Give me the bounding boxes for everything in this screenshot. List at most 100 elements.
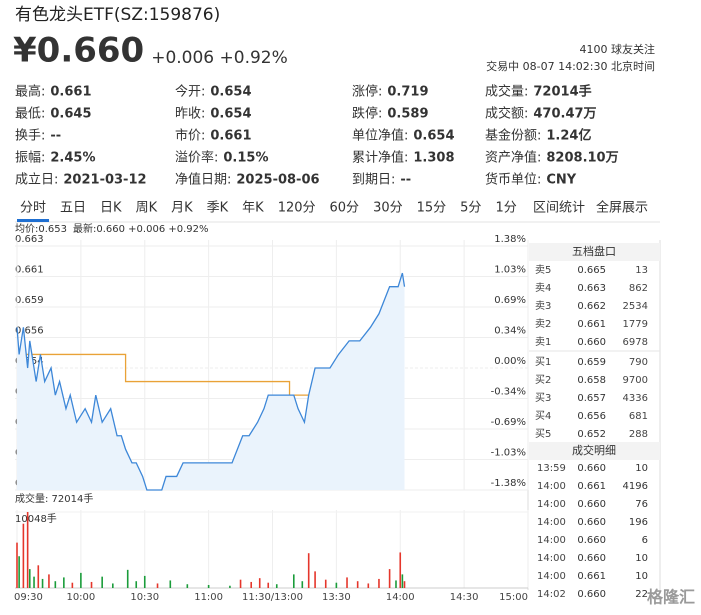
y2-tick-label: -0.69% [491, 417, 526, 428]
trade-price: 0.660 [577, 535, 606, 546]
price-area [17, 273, 405, 490]
volume-bar [395, 580, 397, 588]
volume-bar [71, 582, 74, 588]
volume-bar [33, 576, 35, 588]
volume-bar [143, 575, 146, 588]
y-tick-label: 0.656 [15, 326, 44, 337]
title: 有色龙头ETF(SZ:159876) [15, 5, 220, 25]
stat-value: 1.24亿 [546, 128, 591, 144]
volume-bar [399, 552, 402, 588]
tab-link[interactable]: 区间统计 [533, 201, 585, 216]
x-tick-label: 10:00 [66, 592, 95, 603]
volume-bar [301, 581, 304, 588]
tab[interactable]: 120分 [278, 201, 316, 216]
volume-bar [135, 581, 138, 588]
tab[interactable]: 60分 [330, 201, 360, 216]
tab[interactable]: 15分 [417, 201, 447, 216]
y2-tick-label: -0.34% [491, 387, 526, 398]
volume-bar [41, 578, 44, 588]
trades-title: 成交明细 [572, 443, 616, 457]
volume-bar [28, 569, 31, 588]
volume-bar [275, 584, 278, 588]
volume-bar [63, 577, 65, 588]
stat-label: 溢价率: [175, 150, 218, 166]
stat-value: -- [50, 129, 61, 144]
tab[interactable]: 日K [100, 201, 122, 216]
book-label: 买5 [535, 428, 551, 440]
volume-title: 成交量: 72014手 [15, 492, 93, 505]
volume-bar [18, 556, 20, 588]
trade-price: 0.660 [577, 553, 606, 564]
trade-price: 0.661 [577, 481, 606, 492]
tab[interactable]: 五日 [60, 201, 86, 216]
tab[interactable]: 周K [136, 201, 158, 216]
stat-label: 最低: [15, 107, 45, 122]
volume-bar [126, 569, 129, 588]
trade-volume: 22 [635, 589, 648, 600]
x-tick-label: 13:30 [322, 592, 351, 603]
trade-price: 0.660 [577, 589, 606, 600]
volume-bar [207, 584, 210, 588]
volume-bar [90, 581, 93, 588]
trade-time: 13:59 [537, 463, 566, 474]
y-tick-label: 10048手 [15, 512, 57, 525]
stat-value: 0.661 [50, 85, 91, 100]
volume-bar [378, 578, 380, 588]
stat-label: 到期日: [352, 173, 395, 188]
tab[interactable]: 1分 [495, 201, 516, 216]
book-price: 0.658 [577, 375, 606, 386]
volume-bar [401, 574, 404, 588]
book-price: 0.660 [577, 337, 606, 348]
volume-bar [186, 584, 189, 588]
trade-volume: 10 [635, 553, 648, 564]
trade-volume: 6 [642, 535, 648, 546]
volume-bar [37, 565, 40, 588]
tab[interactable]: 月K [171, 201, 193, 216]
volume-bar [229, 585, 231, 588]
volume-bar [22, 523, 25, 588]
stat-value: 0.654 [413, 129, 454, 144]
trade-time: 14:00 [537, 517, 566, 528]
y2-tick-label: 1.03% [494, 265, 526, 276]
y2-tick-label: -1.38% [491, 478, 526, 489]
book-volume: 681 [629, 411, 648, 422]
tab[interactable]: 季K [207, 201, 229, 216]
book-volume: 2534 [623, 301, 648, 312]
order-book-header [529, 243, 660, 261]
book-price: 0.657 [577, 393, 606, 404]
trade-time: 14:00 [537, 481, 566, 492]
y-tick-label: 0.659 [15, 295, 44, 306]
book-price: 0.656 [577, 411, 606, 422]
y2-tick-label: 0.00% [494, 356, 526, 367]
tab[interactable]: 年K [242, 201, 264, 216]
tab[interactable]: 5分 [460, 201, 481, 216]
book-label: 卖2 [535, 318, 551, 330]
stat-label: 跌停: [352, 106, 382, 122]
volume-bar [169, 580, 172, 588]
stat-value: 0.719 [387, 85, 428, 100]
tab-active-marker [17, 219, 50, 222]
volume-bar [292, 574, 295, 588]
legend-entry: 最新:0.660 +0.006 +0.92% [73, 222, 209, 235]
status: 交易中 08-07 14:02:30 北京时间 [486, 59, 655, 73]
stat-label: 货币单位: [485, 172, 541, 188]
stat-label: 资产净值: [485, 150, 541, 166]
trade-volume: 10 [635, 463, 648, 474]
book-label: 买3 [535, 392, 551, 404]
tab-link[interactable]: 全屏展示 [596, 200, 648, 216]
x-tick-label: 15:00 [499, 592, 528, 603]
volume-bar [101, 576, 103, 588]
volume-bar [112, 583, 114, 588]
y2-tick-label: 1.38% [494, 234, 526, 245]
x-tick-label: 10:30 [130, 592, 159, 603]
tab[interactable]: 30分 [373, 201, 403, 216]
price-change: +0.006 +0.92% [151, 48, 288, 68]
price-line [16, 272, 406, 491]
volume-bar [388, 569, 391, 588]
tab[interactable]: 分时 [20, 201, 46, 216]
y2-tick-label: 0.69% [494, 295, 526, 306]
volume-bar [346, 577, 348, 588]
stat-label: 市价: [175, 128, 205, 144]
trade-volume: 196 [629, 517, 648, 528]
